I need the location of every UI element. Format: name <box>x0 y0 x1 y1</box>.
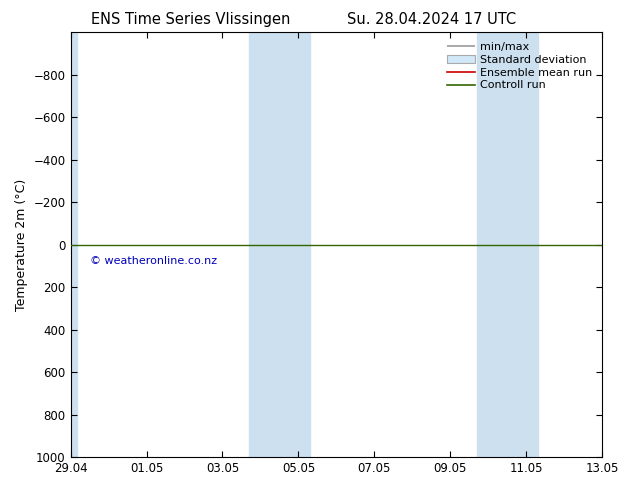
Bar <box>249 32 280 457</box>
Bar <box>507 32 538 457</box>
Text: © weatheronline.co.nz: © weatheronline.co.nz <box>89 256 217 267</box>
Bar <box>70 32 77 457</box>
Legend: min/max, Standard deviation, Ensemble mean run, Controll run: min/max, Standard deviation, Ensemble me… <box>443 38 597 95</box>
Bar <box>280 32 310 457</box>
Bar <box>477 32 507 457</box>
Text: ENS Time Series Vlissingen: ENS Time Series Vlissingen <box>91 12 290 27</box>
Text: Su. 28.04.2024 17 UTC: Su. 28.04.2024 17 UTC <box>347 12 515 27</box>
Y-axis label: Temperature 2m (°C): Temperature 2m (°C) <box>15 178 28 311</box>
